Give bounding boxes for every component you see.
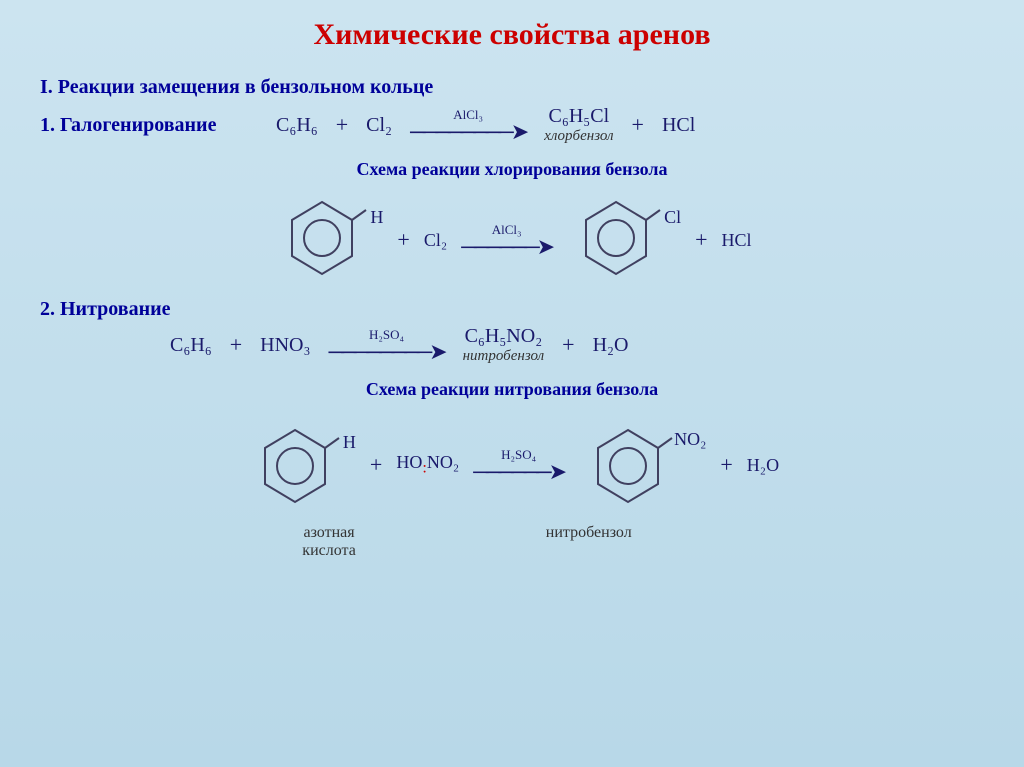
r1-rhs2: HCl — [662, 114, 695, 137]
plus-icon: + — [336, 112, 348, 138]
acid-label-1: азотная — [302, 524, 356, 542]
r1-lhs1: C₆H₆ — [276, 114, 318, 137]
r1-ring-h: H — [370, 207, 383, 228]
scheme-2-caption: Схема реакции нитрования бензола — [40, 379, 984, 400]
plus-icon: + — [562, 332, 574, 358]
benzene-cl-icon — [566, 190, 666, 290]
scheme-2-drawing: H + HO:NO₂ H₂SO₄ ──────➤ NO₂ + H₂O — [40, 410, 984, 520]
arrow-icon: H₂SO₄ ──────➤ — [473, 448, 564, 483]
acid-label: азотная кислота — [302, 524, 356, 560]
r2-rhs1: C₆H₅NO₂ — [465, 325, 543, 348]
r1-rhs1: C₆H₅Cl — [549, 105, 610, 128]
r2-ring-no2: NO₂ — [674, 429, 706, 450]
benzene-no2-icon — [578, 410, 678, 520]
plus-icon: + — [397, 227, 409, 253]
plus-icon: + — [370, 452, 382, 478]
benzene-h-icon — [245, 410, 345, 520]
r2-hono2-pre: HO — [396, 452, 422, 472]
scheme-1-drawing: H + Cl₂ AlCl₃ ──────➤ Cl + HCl — [40, 190, 984, 290]
r1-ring-hcl: HCl — [722, 230, 752, 251]
r2-ring-h: H — [343, 432, 356, 453]
arrow-icon: AlCl₃ ────────➤ — [410, 108, 526, 143]
r2-rhs1-label: нитробензол — [463, 348, 545, 365]
reaction-2-label: 2. Нитрование — [40, 298, 984, 321]
reaction-1-label: 1. Галогенирование — [40, 114, 240, 137]
scheme-1-caption: Схема реакции хлорирования бензола — [40, 159, 984, 180]
r1-ring-cl2: Cl₂ — [424, 230, 447, 251]
plus-icon: + — [695, 227, 707, 253]
r2-lhs2: HNO₃ — [260, 334, 310, 357]
arrow-icon: H₂SO₄ ────────➤ — [328, 328, 444, 363]
arrow-icon: AlCl₃ ──────➤ — [461, 223, 552, 258]
r2-hono2: HO:NO₂ — [396, 452, 459, 478]
product-label: нитробензол — [546, 524, 632, 560]
benzene-h-icon — [272, 190, 372, 290]
plus-icon: + — [230, 332, 242, 358]
plus-icon: + — [720, 452, 732, 478]
reaction-1-row: 1. Галогенирование C₆H₆ + Cl₂ AlCl₃ ────… — [40, 105, 984, 145]
r2-rhs2: H₂O — [593, 334, 629, 357]
acid-label-2: кислота — [302, 542, 356, 560]
scheme-2-below-labels: азотная кислота нитробензол — [0, 524, 984, 560]
r2-hono2-post: NO₂ — [427, 452, 459, 472]
r2-lhs1: C₆H₆ — [170, 334, 212, 357]
section-i-heading: I. Реакции замещения в бензольном кольце — [40, 76, 984, 99]
page-title: Химические свойства аренов — [40, 18, 984, 52]
plus-icon: + — [632, 112, 644, 138]
reaction-1-equation: C₆H₆ + Cl₂ AlCl₃ ────────➤ C₆H₅Cl хлорбе… — [276, 105, 695, 145]
r1-ring-cl: Cl — [664, 207, 681, 228]
r1-rhs1-label: хлорбензол — [544, 128, 613, 145]
r1-lhs2: Cl₂ — [366, 114, 392, 137]
reaction-2-equation: C₆H₆ + HNO₃ H₂SO₄ ────────➤ C₆H₅NO₂ нитр… — [170, 325, 984, 365]
r2-ring-h2o: H₂O — [747, 455, 779, 476]
